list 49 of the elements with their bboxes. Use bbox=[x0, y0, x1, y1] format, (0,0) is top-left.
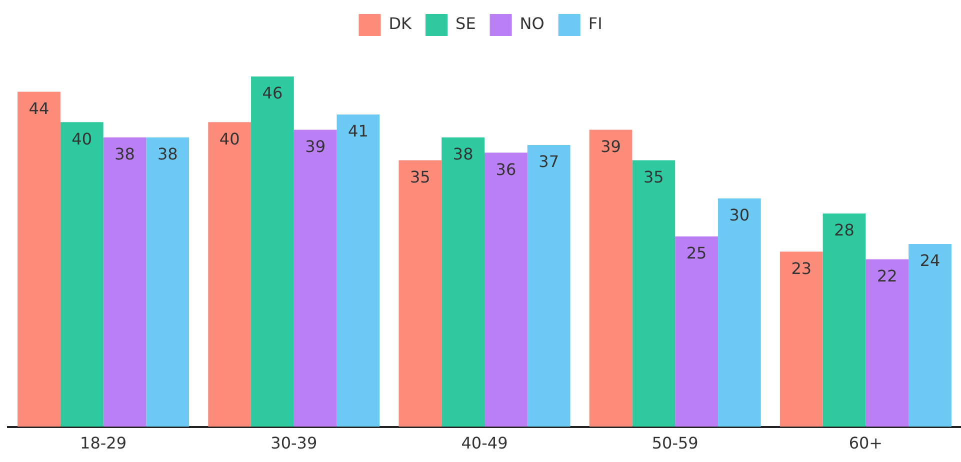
x-tick-label: 40-49 bbox=[461, 434, 508, 453]
bar bbox=[822, 214, 866, 427]
data-label: 23 bbox=[791, 258, 812, 278]
data-label: 40 bbox=[219, 129, 240, 148]
data-label: 46 bbox=[262, 84, 283, 103]
x-tick-label: 18-29 bbox=[80, 434, 127, 453]
data-label: 25 bbox=[686, 244, 707, 263]
legend-label: NO bbox=[520, 14, 544, 34]
legend-label: FI bbox=[588, 14, 602, 34]
bar bbox=[294, 130, 337, 427]
data-label: 24 bbox=[920, 251, 940, 270]
data-label: 39 bbox=[600, 136, 621, 156]
bar bbox=[780, 252, 823, 427]
bar bbox=[60, 122, 104, 427]
data-label: 28 bbox=[834, 220, 854, 240]
data-label: 41 bbox=[348, 122, 368, 141]
bar bbox=[442, 137, 484, 427]
legend-label: DK bbox=[388, 14, 412, 34]
data-label: 39 bbox=[305, 136, 326, 156]
bar bbox=[589, 130, 632, 427]
legend-label: SE bbox=[456, 14, 476, 34]
data-label: 37 bbox=[538, 152, 560, 172]
bar bbox=[632, 160, 676, 427]
bar bbox=[251, 76, 294, 427]
bar bbox=[718, 198, 761, 427]
bar bbox=[103, 137, 146, 427]
data-label: 22 bbox=[876, 266, 898, 286]
bar bbox=[527, 145, 570, 427]
bar bbox=[208, 122, 252, 427]
bar bbox=[908, 244, 952, 427]
bar bbox=[675, 236, 718, 427]
data-label: 38 bbox=[157, 144, 178, 164]
x-tick-label: 60+ bbox=[848, 434, 883, 453]
data-label: 36 bbox=[496, 160, 516, 179]
bar bbox=[398, 160, 442, 427]
bar bbox=[336, 114, 380, 427]
bar bbox=[866, 259, 909, 427]
data-label: 38 bbox=[452, 144, 474, 164]
x-tick-label: 30-39 bbox=[270, 434, 318, 453]
data-label: 40 bbox=[72, 129, 92, 148]
data-label: 30 bbox=[729, 205, 750, 224]
bar bbox=[18, 92, 60, 427]
bar bbox=[484, 152, 528, 427]
x-tick-label: 50-59 bbox=[652, 434, 698, 453]
bar bbox=[146, 137, 190, 427]
data-label: 44 bbox=[28, 98, 50, 118]
data-label: 38 bbox=[114, 144, 135, 164]
data-label: 35 bbox=[410, 167, 430, 186]
data-label: 35 bbox=[643, 167, 664, 186]
